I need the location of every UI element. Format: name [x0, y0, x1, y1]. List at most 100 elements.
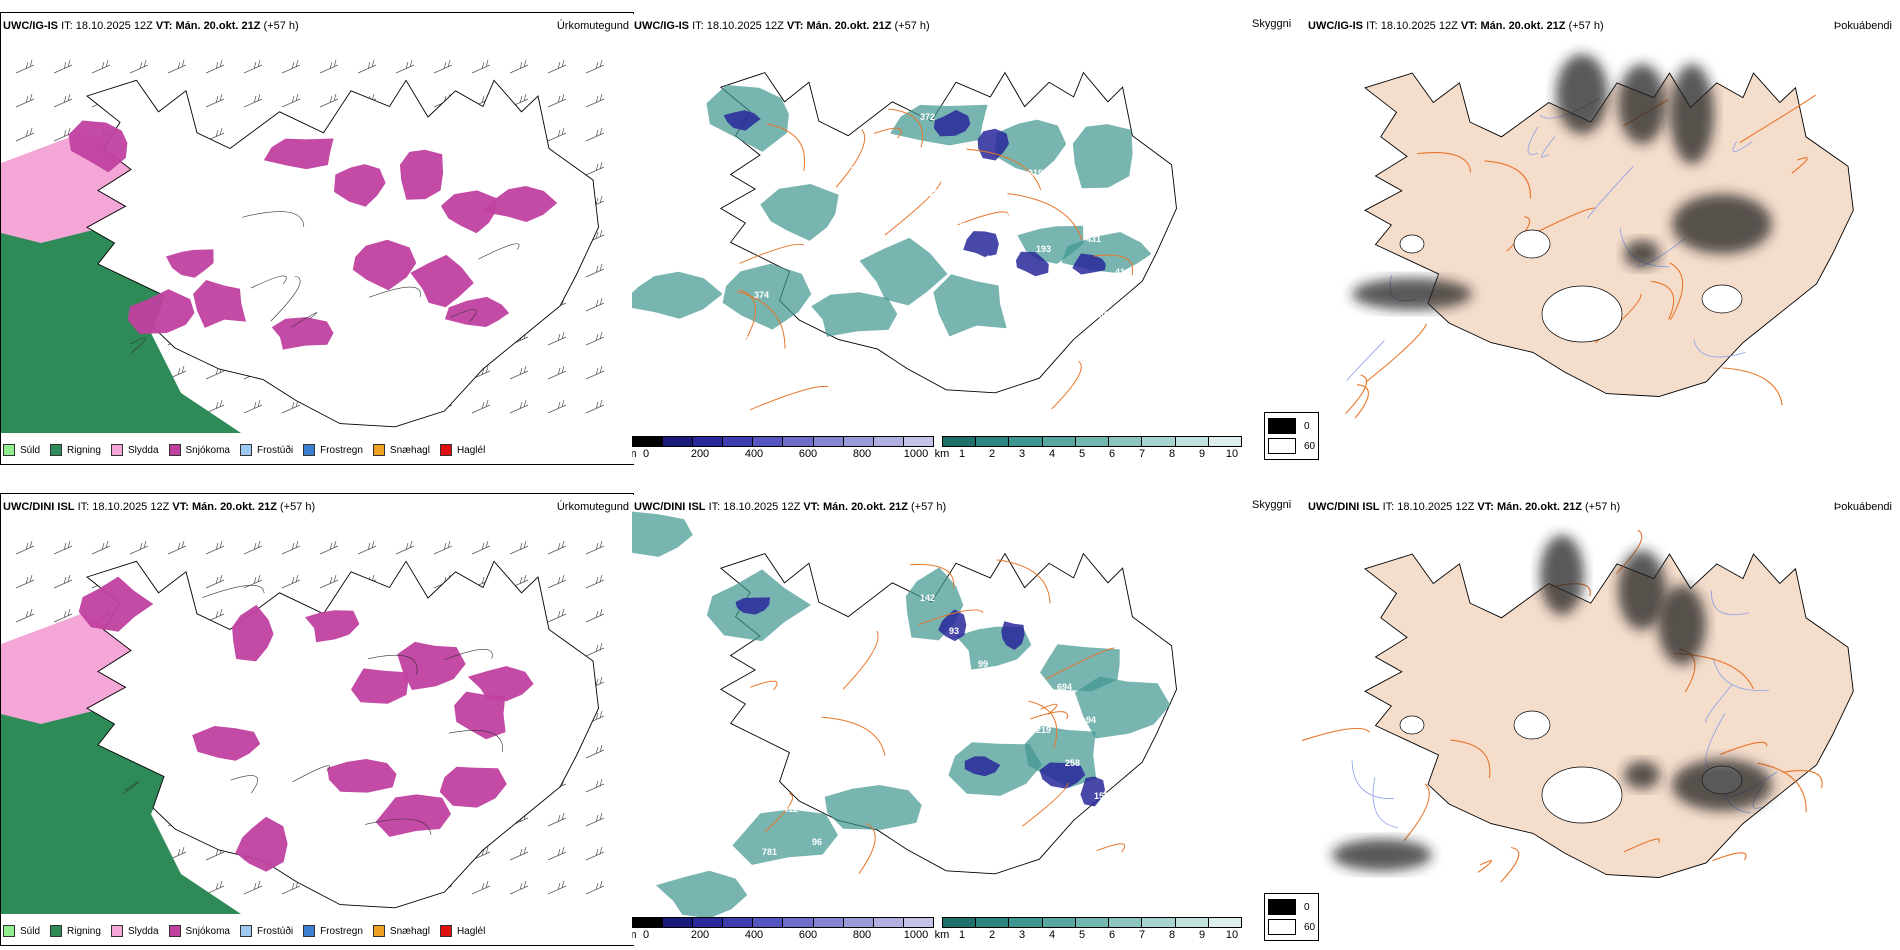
road-line — [368, 286, 421, 298]
legend-swatch — [303, 925, 316, 937]
colorbar-cells — [632, 436, 934, 447]
legend-label: Rigning — [67, 925, 101, 937]
legend-label: Haglél — [456, 444, 486, 456]
colorbar-cell — [1109, 437, 1143, 446]
cloud-base-label: 720 — [957, 221, 972, 231]
model-name: UWC/DINI ISL — [3, 501, 75, 513]
legend-item: Frostregn — [303, 444, 363, 456]
wind-barb — [585, 365, 605, 380]
cloud-base-label: 16 — [762, 366, 772, 376]
wind-barb — [547, 540, 567, 555]
legend-label: Súld — [20, 925, 41, 937]
lead-time: (+57 h) — [1585, 501, 1621, 513]
road-line — [292, 765, 330, 783]
init-time: 18.10.2025 12Z — [75, 20, 153, 32]
snow-area — [467, 666, 534, 702]
wind-barb — [167, 59, 187, 74]
legend-swatch — [50, 444, 63, 456]
glacier — [1513, 229, 1551, 259]
iceland-land — [1364, 72, 1854, 397]
wind-barb — [243, 399, 263, 414]
river-line — [1346, 340, 1385, 382]
river-line — [1693, 339, 1746, 358]
legend-label: Snjókoma — [185, 444, 230, 456]
low-cloud-area — [732, 809, 838, 865]
road-line — [821, 716, 886, 756]
colorbar-tick: 9 — [1198, 448, 1206, 460]
wind-barb — [509, 399, 529, 414]
panel-header: UWC/IG-IS IT: 18.10.2025 12Z VT: Mán. 20… — [634, 20, 930, 32]
colorbar-tick: 4 — [1048, 448, 1056, 460]
cloud-panel-row1: 182 226 87 381 163 720 530 291 68 370 16 152 193 192 1… — [632, 14, 1252, 464]
colorbar-cell — [783, 918, 814, 927]
colorbar-tick: 4 — [1048, 929, 1056, 941]
colorbar-tick: 1 — [958, 929, 966, 941]
cloud-base-label: 864 — [1057, 201, 1072, 211]
wind-barb — [585, 331, 605, 346]
colorbar-cell — [1208, 918, 1241, 927]
colorbar-tick: 0 — [642, 448, 650, 460]
colorbar-tick: 6 — [1108, 929, 1116, 941]
road-line — [443, 649, 493, 661]
road-line — [122, 781, 140, 795]
road-line — [230, 775, 258, 794]
valid-time: Mán. 20.okt. 21Z — [191, 501, 277, 513]
low-cloud-base-area — [964, 756, 1001, 777]
colorbar-tick: 10 — [1225, 929, 1239, 941]
road-line — [365, 818, 432, 835]
colorbar-tick: 400 — [744, 448, 764, 460]
cloud-base-label: 146 — [1144, 781, 1159, 791]
fog-legend-label: 0 — [1304, 901, 1310, 913]
river-line — [1732, 141, 1753, 152]
wind-barb — [15, 574, 35, 589]
precip-map — [1, 59, 605, 433]
legend-item: Snæhagl — [372, 925, 430, 937]
wind-barb — [585, 608, 605, 623]
wind-barb — [53, 574, 73, 589]
wind-barb — [585, 399, 605, 414]
cloud-base-label: 694 — [1057, 682, 1072, 692]
colorbar-tick: 8 — [1168, 448, 1176, 460]
wind-barb — [585, 297, 605, 312]
road-line — [835, 129, 866, 188]
legend-label: Rigning — [67, 444, 101, 456]
colorbar-cell — [1142, 437, 1176, 446]
wind-barb — [167, 540, 187, 555]
colorbar-cell — [903, 918, 933, 927]
colorbar-unit: m — [632, 929, 637, 941]
legend-label: Slydda — [127, 444, 159, 456]
colorbar-cell — [693, 437, 724, 446]
wind-barb — [53, 608, 73, 623]
cloud-base-label: 702 — [891, 79, 906, 89]
colorbar-cell — [943, 437, 977, 446]
model-name: UWC/IG-IS — [1308, 20, 1363, 32]
fog-area — [1618, 64, 1666, 144]
wind-barb — [15, 608, 35, 623]
road-line — [873, 127, 902, 139]
colorbar-cell — [753, 918, 784, 927]
cloud-base-label: 116 — [1007, 211, 1022, 221]
wind-barb — [205, 399, 225, 414]
low-cloud-base-area — [977, 128, 1009, 161]
road-line — [1757, 762, 1807, 813]
legend-item: Slydda — [110, 444, 159, 456]
legend-label: Frostúði — [256, 925, 294, 937]
glacier — [1701, 284, 1743, 314]
wind-barb — [395, 540, 415, 555]
cloud-base-label: 205 — [957, 702, 972, 712]
colorbar-tick: 600 — [798, 929, 818, 941]
low-cloud-area — [760, 184, 839, 241]
wind-barb — [509, 540, 529, 555]
cloud-base-label: 305 — [899, 636, 914, 646]
cloud-base-label: 103 — [712, 557, 727, 567]
road-line — [1721, 367, 1783, 406]
snow-area — [441, 190, 498, 234]
colorbar-tick: 9 — [1198, 929, 1206, 941]
river-line — [1587, 166, 1634, 219]
wind-barb — [509, 59, 529, 74]
precip-panel-row1: UWC/IG-IS IT: 18.10.2025 12Z VT: Mán. 20… — [0, 12, 634, 465]
cloud-base-label: 828 — [812, 356, 827, 366]
low-cloud-area — [1074, 676, 1171, 739]
panel-title-precip: Úrkomutegund — [556, 20, 629, 32]
snow-area — [399, 149, 444, 200]
